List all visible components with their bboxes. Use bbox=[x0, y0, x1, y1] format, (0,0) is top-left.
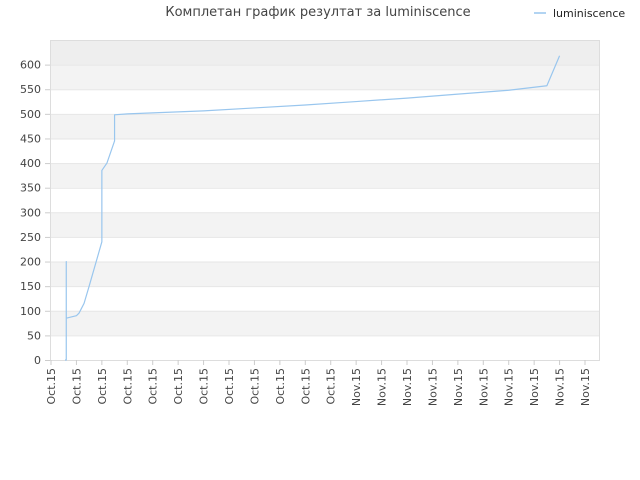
y-tick-label: 100 bbox=[20, 305, 41, 318]
x-tick-label: Nov.15 bbox=[426, 368, 439, 406]
x-tick-label: Oct.15 bbox=[274, 368, 287, 405]
y-tick-label: 500 bbox=[20, 108, 41, 121]
grid-band bbox=[51, 286, 600, 311]
grid-bands bbox=[51, 40, 600, 360]
grid-band bbox=[51, 187, 600, 213]
y-tick-label: 250 bbox=[20, 231, 41, 244]
y-tick-label: 450 bbox=[20, 132, 41, 145]
x-tick-label: Nov.15 bbox=[528, 368, 541, 406]
grid-band bbox=[51, 89, 600, 114]
x-tick-label: Oct.15 bbox=[121, 368, 134, 405]
x-tick-label: Oct.15 bbox=[70, 368, 83, 405]
grid-band bbox=[51, 335, 600, 360]
x-tick-label: Nov.15 bbox=[503, 368, 516, 406]
y-tick-label: 0 bbox=[34, 354, 41, 367]
x-tick-label: Nov.15 bbox=[350, 368, 363, 406]
x-tick-label: Nov.15 bbox=[376, 368, 389, 406]
y-tick-label: 200 bbox=[20, 256, 41, 269]
y-tick-label: 150 bbox=[20, 280, 41, 293]
plot-frame bbox=[50, 40, 600, 361]
y-tick-label: 400 bbox=[20, 157, 41, 170]
x-axis: Oct.15 Oct.15 Oct.15 Oct.15 Oct.15 Oct.15 Oct.… bbox=[45, 360, 592, 406]
x-tick-label: Nov.15 bbox=[452, 368, 465, 406]
x-tick-label: Nov.15 bbox=[554, 368, 567, 406]
x-tick-label: Oct.15 bbox=[223, 368, 236, 405]
x-tick-label: Nov.15 bbox=[477, 368, 490, 406]
grid-band bbox=[51, 113, 600, 139]
x-tick-label: Oct.15 bbox=[198, 368, 211, 405]
y-tick-label: 300 bbox=[20, 206, 41, 219]
chart-title: Комплетан график резултат за luminiscenc… bbox=[165, 5, 470, 20]
series-line-luminiscence bbox=[64, 55, 561, 361]
grid-band bbox=[51, 64, 600, 90]
grid-band bbox=[51, 236, 600, 262]
x-tick-label: Oct.15 bbox=[299, 368, 312, 405]
legend-label: luminiscence bbox=[553, 7, 625, 20]
grid-band bbox=[51, 261, 600, 287]
grid-band bbox=[51, 310, 600, 336]
grid-band bbox=[51, 40, 600, 65]
y-axis: 0 50 100 150 200 250 300 350 400 450 500 550 600 bbox=[20, 59, 50, 367]
x-tick-label: Oct.15 bbox=[96, 368, 109, 405]
y-tick-label: 50 bbox=[27, 329, 41, 342]
x-tick-label: Oct.15 bbox=[147, 368, 160, 405]
legend: luminiscence bbox=[534, 7, 625, 20]
x-tick-label: Oct.15 bbox=[248, 368, 261, 405]
y-tick-label: 600 bbox=[20, 59, 41, 72]
grid-band bbox=[51, 212, 600, 237]
grid-band bbox=[51, 138, 600, 164]
x-tick-label: Oct.15 bbox=[172, 368, 185, 405]
y-tick-label: 350 bbox=[20, 182, 41, 195]
x-tick-label: Oct.15 bbox=[45, 368, 58, 405]
x-tick-label: Oct.15 bbox=[325, 368, 338, 405]
y-tick-label: 550 bbox=[20, 83, 41, 96]
x-tick-label: Nov.15 bbox=[401, 368, 414, 406]
x-tick-label: Nov.15 bbox=[579, 368, 592, 406]
grid-band bbox=[51, 163, 600, 188]
